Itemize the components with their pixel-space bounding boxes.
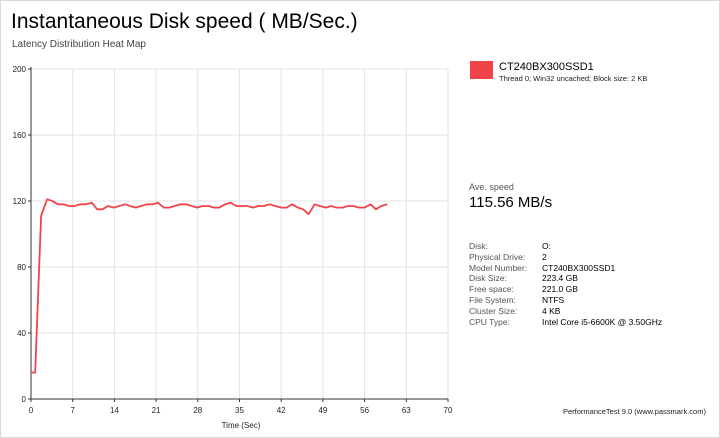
tick-labels: 0 40 80 120 160 200 0 7 14 21 28 35 42 49 56 63 70 <box>13 65 453 415</box>
legend-swatch <box>470 61 493 79</box>
x-tick-label: 0 <box>29 406 34 415</box>
info-value: 2 <box>542 251 547 262</box>
info-row: Model Number: CT240BX300SSD1 <box>469 263 662 274</box>
series-layer <box>31 198 388 374</box>
x-tick-label: 35 <box>235 406 244 415</box>
info-key: Physical Drive: <box>469 251 526 262</box>
x-tick-label: 42 <box>277 406 286 415</box>
chart-title: Instantaneous Disk speed ( MB/Sec.) <box>11 10 358 33</box>
y-tick-label: 160 <box>13 131 27 140</box>
footer-credit: PerformanceTest 9.0 (www.passmark.com) <box>563 407 706 416</box>
x-tick-label: 49 <box>318 406 327 415</box>
info-value: Intel Core i5-6600K @ 3.50GHz <box>542 316 663 327</box>
info-row: File System: NTFS <box>469 295 662 306</box>
info-value: CT240BX300SSD1 <box>542 262 616 273</box>
series-line <box>31 198 388 374</box>
info-value: 4 KB <box>542 305 561 316</box>
legend-series-name: CT240BX300SSD1 <box>499 61 594 73</box>
x-tick-label: 70 <box>444 406 453 415</box>
chart-subtitle: Latency Distribution Heat Map <box>12 39 146 50</box>
x-axis-title: Time (Sec) <box>222 421 261 430</box>
info-row: Disk: O: <box>469 241 662 252</box>
y-tick-label: 0 <box>22 395 27 404</box>
info-value: NTFS <box>542 294 565 305</box>
info-row: Free space: 221.0 GB <box>469 284 662 295</box>
info-row: Cluster Size: 4 KB <box>469 306 662 317</box>
x-tick-label: 28 <box>193 406 202 415</box>
info-key: Cluster Size: <box>469 305 518 316</box>
info-key: Disk Size: <box>469 273 507 284</box>
info-key: Disk: <box>469 241 488 251</box>
x-tick-label: 21 <box>152 406 161 415</box>
info-row: Disk Size: 223.4 GB <box>469 273 662 284</box>
average-speed-value: 115.56 MB/s <box>469 194 553 211</box>
info-key: Model Number: <box>469 262 528 273</box>
y-tick-label: 120 <box>13 197 27 206</box>
average-speed-label: Ave. speed <box>469 182 514 192</box>
info-key: Free space: <box>469 284 514 295</box>
y-tick-label: 40 <box>17 329 26 338</box>
y-tick-label: 200 <box>13 65 27 74</box>
axes <box>28 67 449 402</box>
info-value: 221.0 GB <box>542 284 578 295</box>
info-row: Physical Drive: 2 <box>469 252 662 263</box>
x-tick-label: 56 <box>360 406 369 415</box>
info-value: 223.4 GB <box>542 273 578 284</box>
x-tick-label: 63 <box>402 406 411 415</box>
x-tick-label: 14 <box>110 406 119 415</box>
x-tick-label: 7 <box>70 406 75 415</box>
info-value: O: <box>542 241 551 251</box>
grid-lines <box>31 68 449 399</box>
info-key: CPU Type: <box>469 316 510 327</box>
info-row: CPU Type: Intel Core i5-6600K @ 3.50GHz <box>469 317 662 328</box>
legend-series-detail: Thread 0; Win32 uncached; Block size: 2 … <box>499 74 648 83</box>
disk-info-table: Disk: O: Physical Drive: 2 Model Number: CT… <box>469 241 662 327</box>
info-key: File System: <box>469 294 516 305</box>
y-tick-label: 80 <box>17 263 26 272</box>
